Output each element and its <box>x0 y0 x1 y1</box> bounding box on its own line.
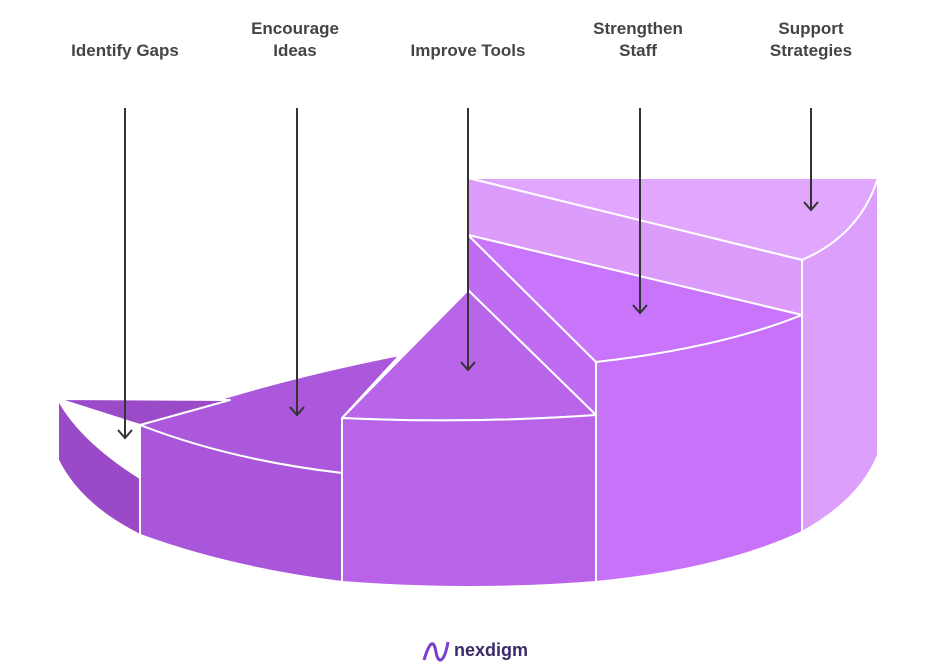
step-label: Improve Tools <box>410 41 526 60</box>
step-label: Support Strategies <box>769 19 853 60</box>
arrow <box>632 108 648 315</box>
segment-front <box>801 177 879 533</box>
arrow <box>803 108 819 212</box>
step-label: Strengthen Staff <box>593 19 683 60</box>
segment-top <box>57 398 231 426</box>
arrow <box>460 108 476 372</box>
brand: nexdigm <box>454 640 529 660</box>
segment-front <box>595 314 803 583</box>
brand-logo <box>422 641 450 662</box>
arrow <box>117 108 133 440</box>
segment-front <box>57 398 141 536</box>
step-label: Identify Gaps <box>71 41 179 60</box>
step-label: Encourage Ideas <box>251 19 339 60</box>
segment-front <box>341 414 597 588</box>
segment-front <box>139 424 343 583</box>
arrow <box>289 108 305 417</box>
